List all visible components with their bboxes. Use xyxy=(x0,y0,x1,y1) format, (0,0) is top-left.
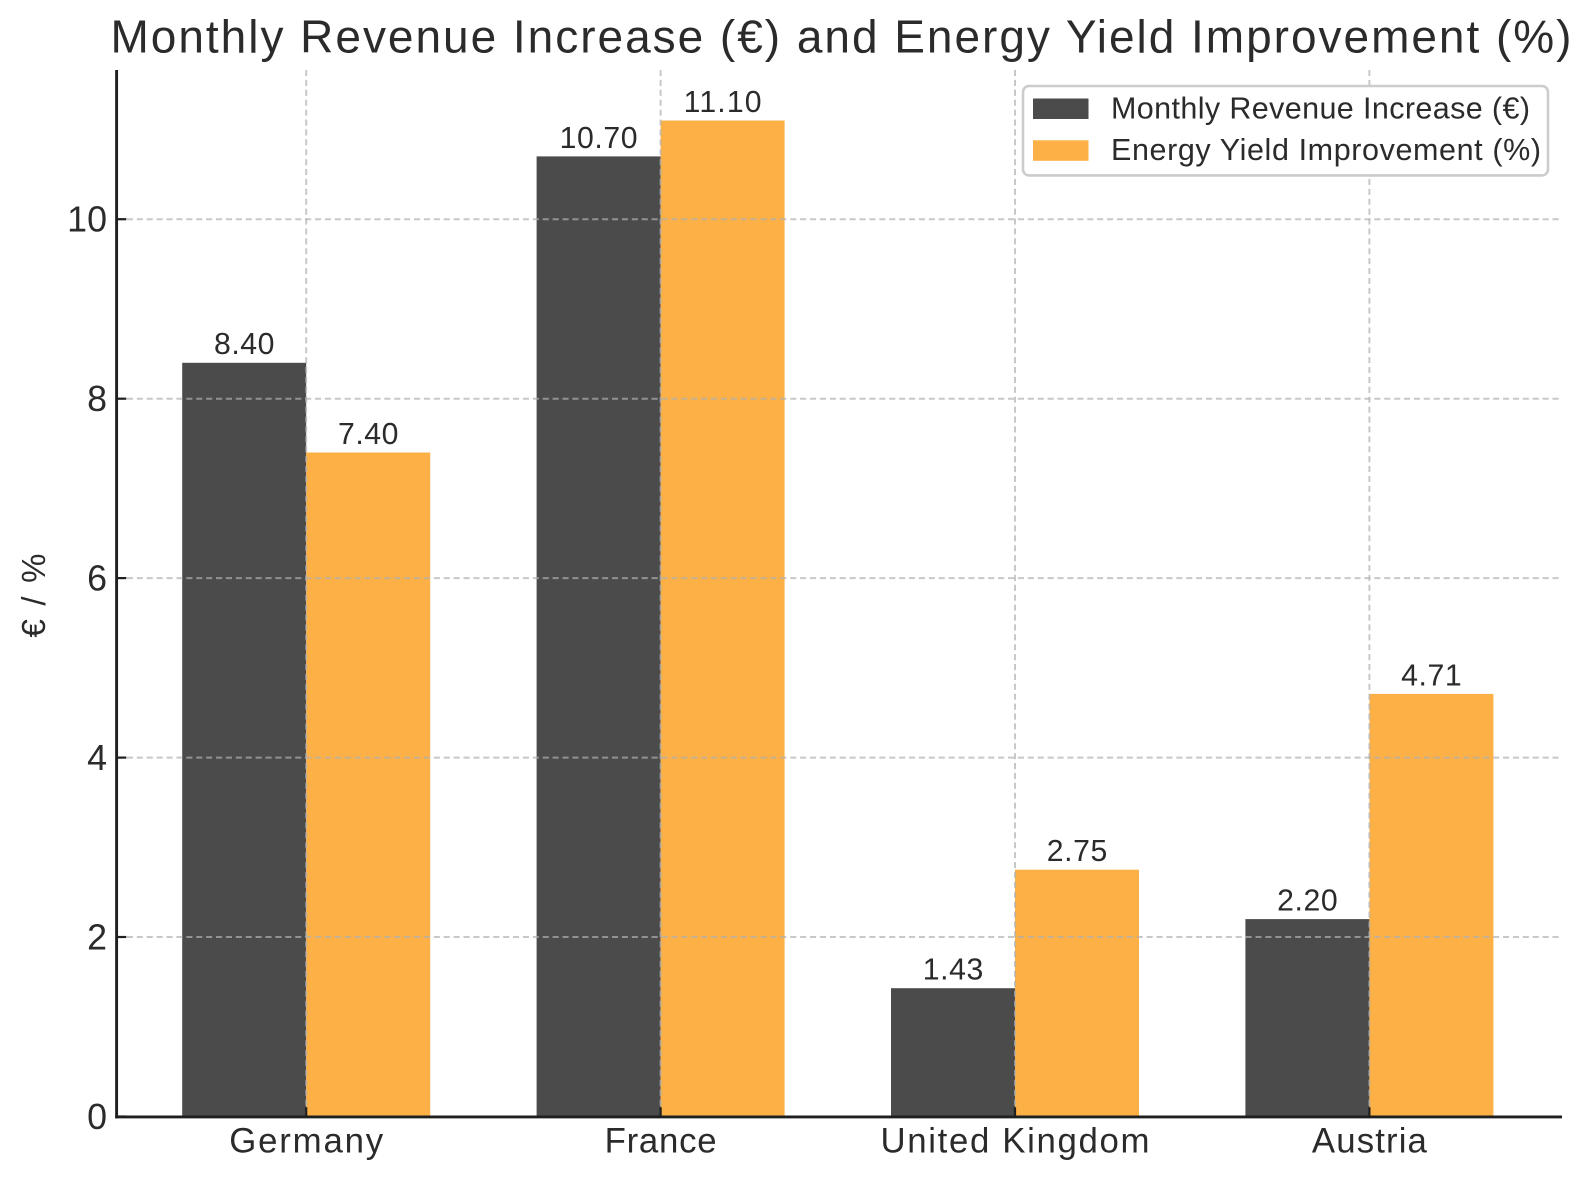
svg-text:1.43: 1.43 xyxy=(923,954,984,987)
svg-text:4.71: 4.71 xyxy=(1401,659,1462,692)
svg-text:4: 4 xyxy=(87,738,107,778)
svg-text:2: 2 xyxy=(87,917,107,957)
svg-text:11.10: 11.10 xyxy=(684,86,762,119)
svg-text:France: France xyxy=(605,1121,717,1160)
svg-text:2.20: 2.20 xyxy=(1277,885,1338,918)
svg-text:Monthly Revenue Increase (€): Monthly Revenue Increase (€) xyxy=(1111,91,1530,125)
svg-text:8.40: 8.40 xyxy=(214,328,275,361)
svg-text:Energy Yield Improvement (%): Energy Yield Improvement (%) xyxy=(1111,133,1541,167)
svg-text:Germany: Germany xyxy=(229,1121,384,1160)
svg-text:7.40: 7.40 xyxy=(338,418,399,451)
svg-text:8: 8 xyxy=(87,379,107,419)
svg-text:0: 0 xyxy=(87,1097,107,1137)
svg-text:Austria: Austria xyxy=(1312,1121,1428,1160)
svg-text:United Kingdom: United Kingdom xyxy=(881,1121,1150,1160)
svg-text:6: 6 xyxy=(87,559,107,599)
svg-text:2.75: 2.75 xyxy=(1047,835,1108,868)
svg-text:10.70: 10.70 xyxy=(560,122,638,155)
svg-text:10: 10 xyxy=(67,200,107,240)
svg-text:Monthly Revenue Increase (€) a: Monthly Revenue Increase (€) and Energy … xyxy=(111,10,1572,62)
